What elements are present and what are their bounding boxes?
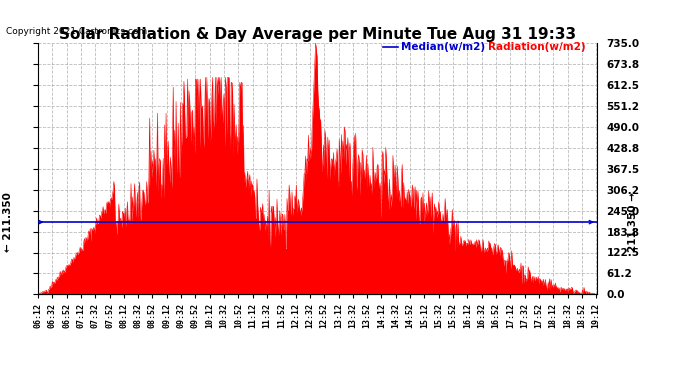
- Text: Copyright 2021 Cartronics.com: Copyright 2021 Cartronics.com: [6, 27, 147, 36]
- Text: 211.350 →: 211.350 →: [628, 192, 638, 252]
- Text: Median(w/m2): Median(w/m2): [402, 42, 485, 52]
- Text: ← 211.350: ← 211.350: [3, 192, 13, 252]
- Title: Solar Radiation & Day Average per Minute Tue Aug 31 19:33: Solar Radiation & Day Average per Minute…: [59, 27, 576, 42]
- Text: Radiation(w/m2): Radiation(w/m2): [488, 42, 586, 52]
